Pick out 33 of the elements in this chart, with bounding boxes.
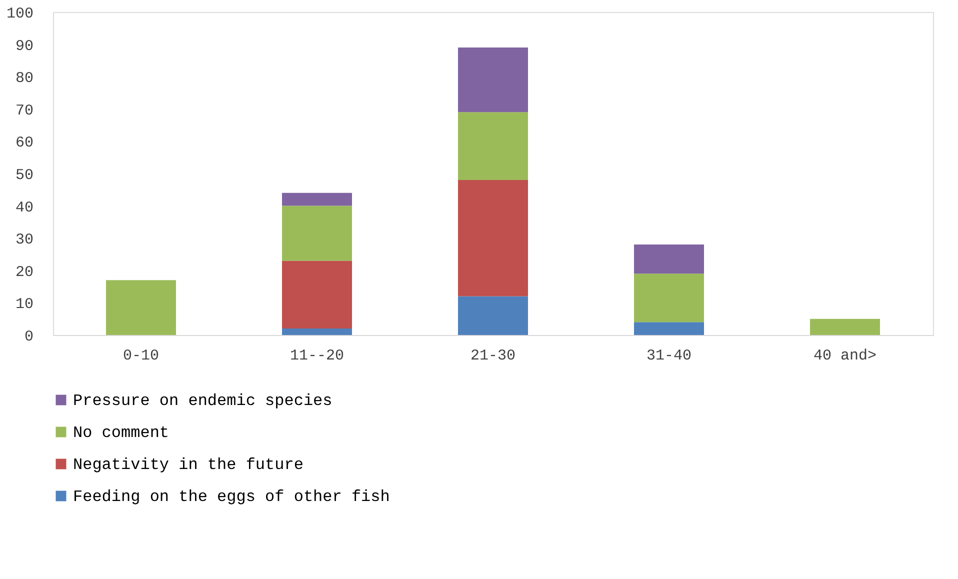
y-tick-label: 100 (6, 6, 34, 22)
y-tick-label: 40 (15, 199, 34, 216)
bar (106, 280, 176, 335)
x-tick-label: 40 and> (813, 348, 877, 364)
bar (634, 322, 704, 335)
y-tick-label: 30 (15, 232, 34, 249)
legend-label: Feeding on the eggs of other fish (73, 488, 390, 506)
bar (810, 318, 880, 335)
legend-label: Pressure on endemic species (73, 392, 332, 410)
bar (282, 260, 352, 329)
y-tick-label: 20 (15, 264, 34, 281)
y-tick-label: 90 (15, 38, 34, 55)
x-tick-label: 11--20 (290, 348, 344, 364)
bar (458, 112, 528, 180)
legend-label: Negativity in the future (73, 456, 304, 474)
x-tick-label: 0-10 (122, 348, 160, 364)
y-tick-label: 10 (15, 296, 34, 314)
bar (458, 48, 528, 112)
x-tick-label: 31-40 (646, 348, 692, 364)
bar (282, 328, 352, 335)
y-tick-label: 60 (15, 134, 34, 152)
y-tick-label: 70 (15, 102, 34, 120)
y-tick-label: 50 (15, 167, 34, 184)
y-tick-label: 80 (15, 70, 34, 88)
bar (634, 244, 704, 274)
bar (634, 274, 704, 322)
bar (458, 180, 528, 296)
bar (282, 206, 352, 261)
bar (458, 296, 528, 335)
x-tick-label: 21-30 (470, 348, 516, 364)
legend-label: No comment (73, 424, 170, 442)
y-tick-label: 0 (24, 328, 34, 346)
bar (282, 192, 352, 206)
